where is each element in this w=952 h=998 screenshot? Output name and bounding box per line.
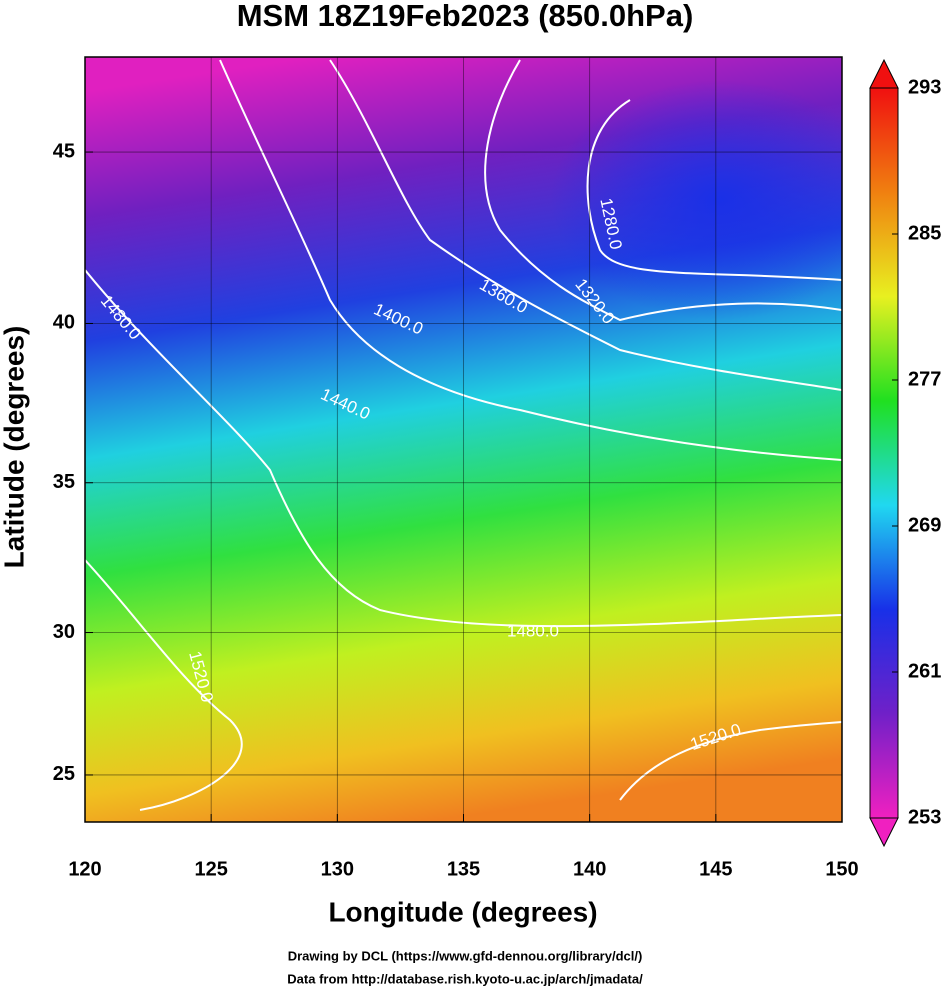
colorbar (869, 87, 899, 819)
contour-label: 1480.0 (507, 621, 559, 640)
colorbar-tick-label: 261 (908, 660, 941, 682)
field (85, 57, 842, 822)
colorbar-tick-label: 285 (908, 222, 941, 244)
colorbar-tick-label: 269 (908, 514, 941, 536)
y-tick-label: 35 (53, 471, 75, 493)
colorbar-tick-label: 253 (908, 806, 941, 828)
x-tick-label: 150 (825, 858, 858, 880)
colorbar-tick-label: 277 (908, 368, 941, 390)
colorbar-extend (869, 817, 899, 848)
x-tick-label: 140 (573, 858, 606, 880)
x-axis-label: Longitude (degrees) (328, 896, 597, 927)
x-tick-label: 120 (68, 858, 101, 880)
y-tick-label: 30 (53, 621, 75, 643)
colorbar-extend (869, 58, 899, 89)
colorbar-tick-label: 293 (908, 76, 941, 98)
x-tick-label: 130 (321, 858, 354, 880)
x-tick-label: 125 (194, 858, 227, 880)
y-axis-label: Latitude (degrees) (0, 326, 29, 569)
y-tick-label: 40 (53, 312, 75, 334)
footer: Data from http://database.rish.kyoto-u.a… (287, 971, 643, 986)
x-tick-label: 145 (699, 858, 732, 880)
x-tick-label: 135 (447, 858, 480, 880)
chart-title: MSM 18Z19Feb2023 (850.0hPa) (237, 0, 694, 33)
y-tick-label: 25 (53, 763, 75, 785)
y-tick-label: 45 (53, 140, 75, 162)
footer: Drawing by DCL (https://www.gfd-dennou.o… (288, 948, 643, 963)
